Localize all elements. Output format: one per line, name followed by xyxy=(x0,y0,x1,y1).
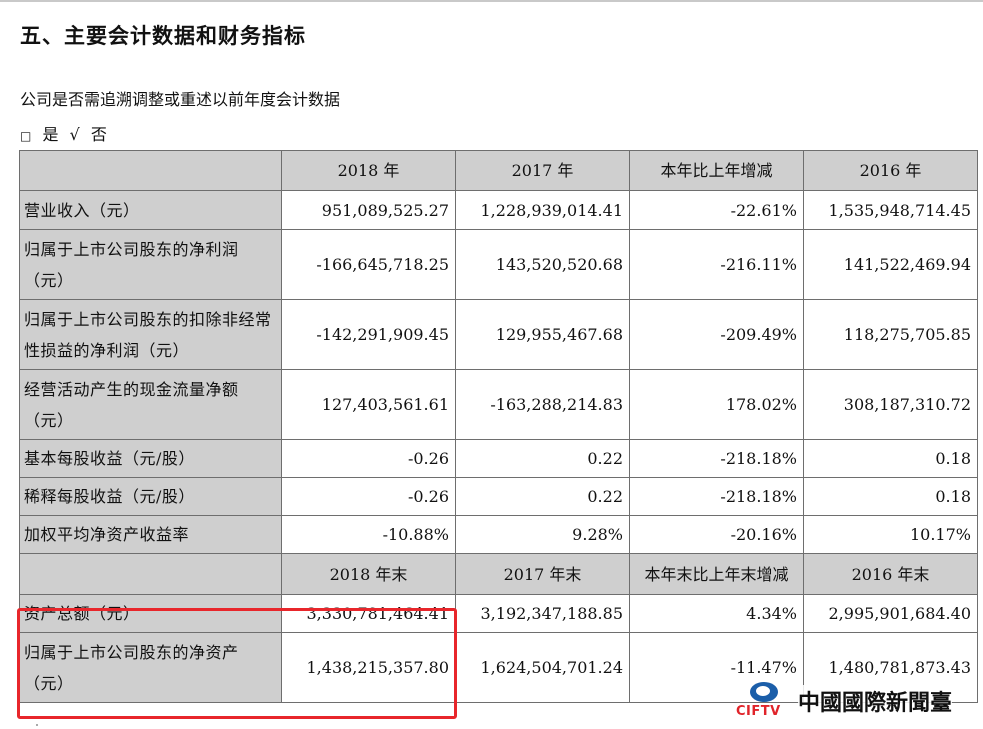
value-cell: 0.18 xyxy=(803,477,978,516)
table-row: 归属于上市公司股东的净利润（元） -166,645,718.25 143,520… xyxy=(19,229,978,300)
value-cell: -11.47% xyxy=(629,632,804,703)
value-cell: 118,275,705.85 xyxy=(803,299,978,370)
no-checkmark: √ xyxy=(69,125,80,144)
value-cell: 129,955,467.68 xyxy=(455,299,630,370)
value-cell: 4.34% xyxy=(629,594,804,633)
row-label: 加权平均净资产收益率 xyxy=(19,515,282,554)
header-cell-empty xyxy=(19,553,282,595)
ciftv-logo-icon: CIFTV xyxy=(736,680,798,722)
watermark-channel-name: 中國國際新聞臺 xyxy=(798,685,953,717)
row-label: 归属于上市公司股东的扣除非经常性损益的净利润（元） xyxy=(19,299,282,370)
restate-question: 公司是否需追溯调整或重述以前年度会计数据 xyxy=(20,90,341,109)
table-row: 归属于上市公司股东的扣除非经常性损益的净利润（元） -142,291,909.4… xyxy=(19,299,978,370)
header-cell-2016: 2016 年 xyxy=(803,150,978,191)
value-cell: 1,535,948,714.45 xyxy=(803,190,978,230)
value-cell: 10.17% xyxy=(803,515,978,554)
yes-label: 是 xyxy=(42,125,59,144)
value-cell: 127,403,561.61 xyxy=(281,369,456,440)
header-cell-empty xyxy=(19,150,282,191)
header-cell-2017: 2017 年 xyxy=(455,150,630,191)
page-top-border xyxy=(0,0,983,2)
value-cell: -218.18% xyxy=(629,439,804,478)
page-speck xyxy=(36,724,38,726)
value-cell: -218.18% xyxy=(629,477,804,516)
value-cell: -20.16% xyxy=(629,515,804,554)
restate-options: □ 是 √ 否 xyxy=(20,121,113,145)
financial-data-table: 2018 年 2017 年 本年比上年增减 2016 年 营业收入（元） 951… xyxy=(19,150,978,703)
section-title: 五、主要会计数据和财务指标 xyxy=(20,24,306,48)
table-row: 营业收入（元） 951,089,525.27 1,228,939,014.41 … xyxy=(19,190,978,230)
table-row: 稀释每股收益（元/股） -0.26 0.22 -218.18% 0.18 xyxy=(19,477,978,516)
row-label: 归属于上市公司股东的净资产（元） xyxy=(19,632,282,703)
news-watermark: CIFTV 中國國際新聞臺 xyxy=(736,680,976,722)
row-label: 稀释每股收益（元/股） xyxy=(19,477,282,516)
value-cell: 2,995,901,684.40 xyxy=(803,594,978,633)
value-cell: 0.18 xyxy=(803,439,978,478)
value-cell: -0.26 xyxy=(281,439,456,478)
no-label: 否 xyxy=(90,125,107,144)
table-header-row-year-end: 2018 年末 2017 年末 本年末比上年末增减 2016 年末 xyxy=(19,553,978,595)
header-cell-2018: 2018 年 xyxy=(281,150,456,191)
value-cell: -209.49% xyxy=(629,299,804,370)
value-cell: 0.22 xyxy=(455,477,630,516)
row-label: 营业收入（元） xyxy=(19,190,282,230)
table-row: 资产总额（元） 3,330,781,464.41 3,192,347,188.8… xyxy=(19,594,978,633)
yes-checkbox: □ xyxy=(20,129,32,143)
value-cell: -216.11% xyxy=(629,229,804,300)
row-label: 经营活动产生的现金流量净额（元） xyxy=(19,369,282,440)
value-cell: -163,288,214.83 xyxy=(455,369,630,440)
table-row: 加权平均净资产收益率 -10.88% 9.28% -20.16% 10.17% xyxy=(19,515,978,554)
value-cell: 178.02% xyxy=(629,369,804,440)
header-cell-2016-end: 2016 年末 xyxy=(803,553,978,595)
table-header-row: 2018 年 2017 年 本年比上年增减 2016 年 xyxy=(19,150,978,191)
swirl-icon xyxy=(756,686,770,696)
table-row: 基本每股收益（元/股） -0.26 0.22 -218.18% 0.18 xyxy=(19,439,978,478)
row-label: 基本每股收益（元/股） xyxy=(19,439,282,478)
value-cell: 308,187,310.72 xyxy=(803,369,978,440)
header-cell-change-end: 本年末比上年末增减 xyxy=(629,553,804,595)
value-cell: 0.22 xyxy=(455,439,630,478)
value-cell: 1,228,939,014.41 xyxy=(455,190,630,230)
table-row: 经营活动产生的现金流量净额（元） 127,403,561.61 -163,288… xyxy=(19,369,978,440)
row-label: 资产总额（元） xyxy=(19,594,282,633)
value-cell: 1,624,504,701.24 xyxy=(455,632,630,703)
value-cell: -142,291,909.45 xyxy=(281,299,456,370)
value-cell: 3,330,781,464.41 xyxy=(281,594,456,633)
value-cell: 951,089,525.27 xyxy=(281,190,456,230)
value-cell: -166,645,718.25 xyxy=(281,229,456,300)
header-cell-2017-end: 2017 年末 xyxy=(455,553,630,595)
value-cell: 1,438,215,357.80 xyxy=(281,632,456,703)
value-cell: 9.28% xyxy=(455,515,630,554)
header-cell-2018-end: 2018 年末 xyxy=(281,553,456,595)
value-cell: -0.26 xyxy=(281,477,456,516)
ciftv-logo-text: CIFTV xyxy=(736,704,781,719)
value-cell: -10.88% xyxy=(281,515,456,554)
row-label: 归属于上市公司股东的净利润（元） xyxy=(19,229,282,300)
value-cell: 3,192,347,188.85 xyxy=(455,594,630,633)
header-cell-change: 本年比上年增减 xyxy=(629,150,804,191)
value-cell: 141,522,469.94 xyxy=(803,229,978,300)
value-cell: 143,520,520.68 xyxy=(455,229,630,300)
value-cell: -22.61% xyxy=(629,190,804,230)
